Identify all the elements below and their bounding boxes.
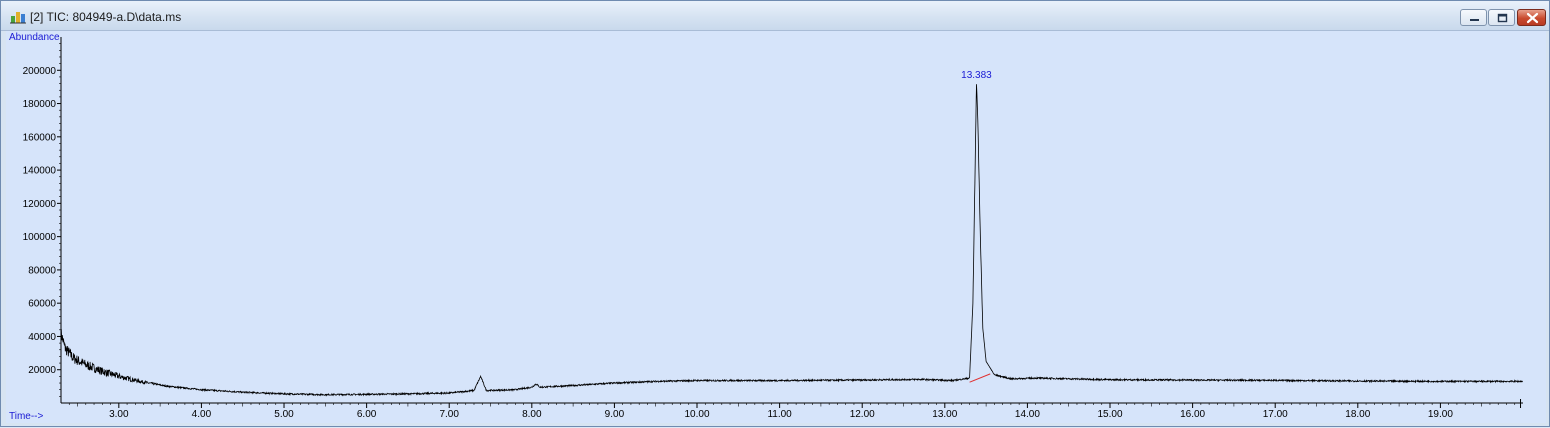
- x-tick-label-12: 15.00: [1097, 409, 1122, 420]
- x-tick-label-10: 13.00: [932, 409, 957, 420]
- x-tick-label-2: 5.00: [274, 409, 294, 420]
- restore-icon: [1489, 10, 1514, 25]
- x-axis-label: Time-->: [9, 411, 44, 422]
- y-axis-label: Abundance: [9, 32, 60, 43]
- chart-ticks: 20000 40000 60000 80000 100000 120000 140000 16…: [23, 43, 1522, 420]
- title-bar[interactable]: [2] TIC: 804949-a.D\data.ms: [1, 1, 1549, 31]
- chromatogram-plot[interactable]: 20000 40000 60000 80000 100000 120000 140000 16…: [6, 31, 1546, 423]
- x-tick-label-4: 7.00: [439, 409, 459, 420]
- close-icon: [1518, 10, 1545, 25]
- x-tick-label-5: 8.00: [522, 409, 542, 420]
- tic-chart: 20000 40000 60000 80000 100000 120000 140000 16…: [9, 32, 1523, 422]
- x-tick-label-0: 3.00: [109, 409, 129, 420]
- minimize-icon: [1461, 10, 1486, 25]
- y-tick-label-4: 100000: [23, 232, 57, 243]
- restore-button[interactable]: [1488, 9, 1515, 26]
- x-tick-label-13: 16.00: [1180, 409, 1205, 420]
- y-tick-label-2: 60000: [28, 299, 56, 310]
- chart-axes: [60, 37, 1523, 404]
- y-tick-label-3: 80000: [28, 265, 56, 276]
- x-tick-label-8: 11.00: [767, 409, 792, 420]
- x-tick-label-11: 14.00: [1015, 409, 1040, 420]
- y-tick-label-1: 40000: [28, 332, 56, 343]
- x-tick-label-15: 18.00: [1345, 409, 1370, 420]
- x-tick-label-14: 17.00: [1263, 409, 1288, 420]
- trace-layer: 13.383: [60, 70, 1523, 397]
- close-button[interactable]: [1517, 9, 1546, 26]
- y-tick-label-8: 180000: [23, 99, 57, 110]
- x-tick-label-1: 4.00: [192, 409, 212, 420]
- y-tick-label-7: 160000: [23, 132, 57, 143]
- integration-baseline: [969, 373, 991, 383]
- tic-trace-0: [60, 84, 1523, 397]
- minimize-button[interactable]: [1460, 9, 1487, 26]
- y-tick-label-9: 200000: [23, 66, 57, 77]
- chromatogram-app-icon: [10, 12, 26, 24]
- x-tick-label-3: 6.00: [357, 409, 377, 420]
- peak-label-0: 13.383: [961, 70, 992, 81]
- x-tick-label-7: 10.00: [684, 409, 709, 420]
- x-tick-label-9: 12.00: [850, 409, 875, 420]
- y-tick-label-6: 140000: [23, 166, 57, 177]
- y-tick-label-0: 20000: [28, 365, 56, 376]
- x-tick-label-6: 9.00: [605, 409, 625, 420]
- x-tick-label-16: 19.00: [1428, 409, 1453, 420]
- y-tick-label-5: 120000: [23, 199, 57, 210]
- window-title: [2] TIC: 804949-a.D\data.ms: [30, 10, 182, 24]
